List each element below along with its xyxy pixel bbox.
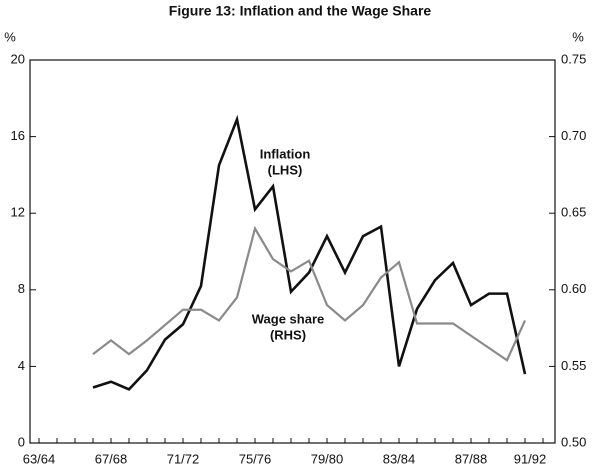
- y2-tick-label: 0.65: [561, 205, 586, 220]
- y2-tick-label: 0.60: [561, 281, 586, 296]
- y2-axis-label: %: [572, 29, 584, 44]
- y-tick-label: 0: [18, 434, 25, 449]
- plot-frame: [29, 59, 556, 444]
- x-tick-label: 91/92: [514, 451, 547, 466]
- x-tick-label: 67/68: [95, 451, 128, 466]
- series-line: [92, 225, 527, 362]
- x-tick-label: 71/72: [167, 451, 200, 466]
- y-tick-label: 8: [18, 281, 25, 296]
- x-tick-label: 63/64: [23, 451, 56, 466]
- chart-title: Figure 13: Inflation and the Wage Share: [169, 3, 432, 19]
- y-tick-label: 4: [18, 358, 25, 373]
- series-line: [92, 114, 527, 391]
- x-tick-label: 83/84: [383, 451, 416, 466]
- y-axis-label: %: [4, 29, 16, 44]
- y2-tick-label: 0.50: [561, 434, 586, 449]
- y2-tick-label: 0.75: [561, 51, 586, 66]
- series-label: Wage share: [252, 311, 325, 326]
- series-side-label: (LHS): [268, 162, 303, 177]
- series-side-label: (RHS): [270, 327, 306, 342]
- y-tick-label: 12: [11, 205, 25, 220]
- x-tick-label: 75/76: [239, 451, 272, 466]
- x-tick-label: 87/88: [455, 451, 488, 466]
- x-tick-label: 79/80: [311, 451, 344, 466]
- series-label: Inflation: [260, 146, 311, 161]
- y2-tick-label: 0.55: [561, 358, 586, 373]
- y-tick-label: 16: [11, 128, 25, 143]
- y-tick-label: 20: [11, 51, 25, 66]
- y2-tick-label: 0.70: [561, 128, 586, 143]
